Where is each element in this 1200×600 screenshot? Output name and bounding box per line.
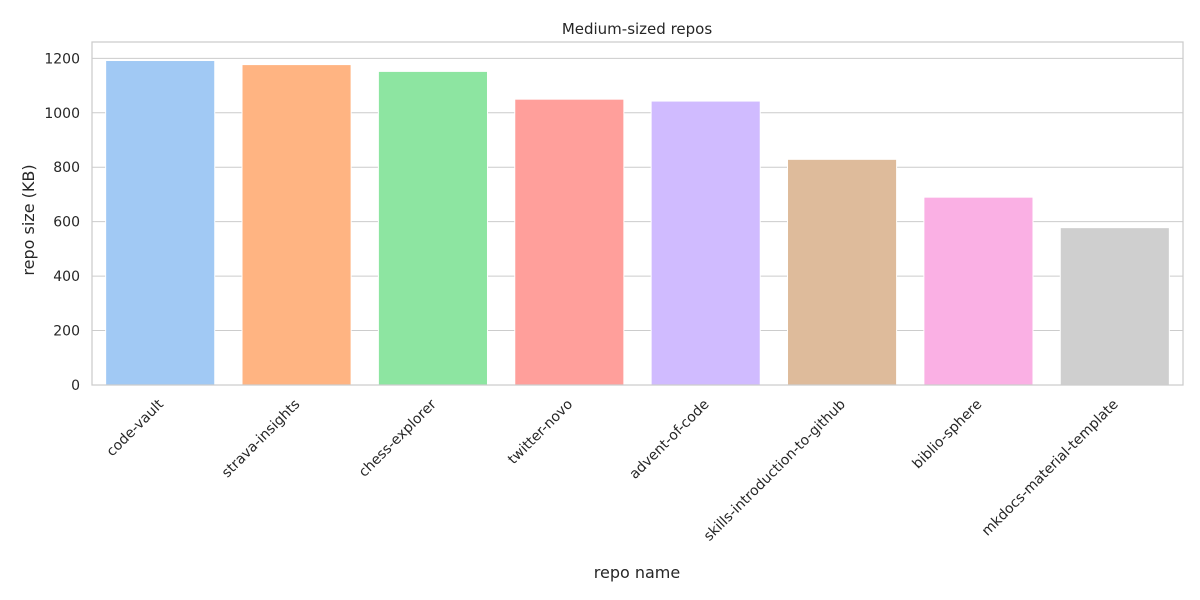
bar-advent-of-code (650, 100, 761, 386)
bar-code-vault (105, 60, 216, 386)
y-tick-label: 600 (53, 215, 80, 231)
y-axis-label: repo size (KB) (19, 164, 38, 275)
x-axis-label: repo name (594, 563, 680, 582)
y-tick-labels: 0 200 400 600 800 1000 1200 (44, 51, 80, 394)
bar-strava-insights (241, 64, 352, 386)
y-tick-label: 1200 (44, 51, 80, 67)
y-tick-label: 200 (53, 324, 80, 340)
y-tick-label: 400 (53, 269, 80, 285)
y-tick-label: 0 (71, 378, 80, 394)
bar-twitter-novo (514, 98, 625, 386)
bar-chess-explorer (377, 70, 488, 386)
bar-biblio-sphere (923, 196, 1034, 386)
bar-mkdocs-material-template (1059, 227, 1170, 386)
bar-skills-introduction-to-github (787, 158, 898, 386)
chart-title: Medium-sized repos (562, 20, 713, 38)
plot-frame (91, 41, 1184, 386)
y-tick-label: 800 (53, 160, 80, 176)
y-tick-label: 1000 (44, 106, 80, 122)
